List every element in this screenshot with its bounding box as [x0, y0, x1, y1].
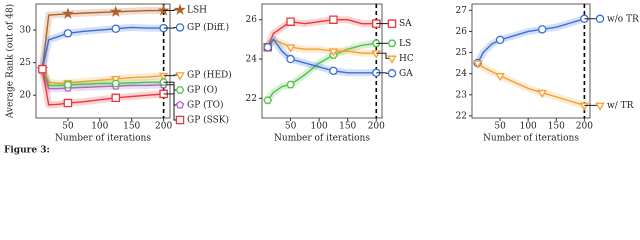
y-tick-label: 25: [456, 48, 468, 58]
plot-frame: [261, 3, 383, 119]
x-tick-label: 100: [91, 122, 108, 132]
point: [263, 42, 272, 52]
x-axis-label: Number of iterations: [274, 134, 370, 144]
point: [63, 98, 73, 108]
point: [537, 25, 547, 34]
point: [111, 79, 121, 88]
point: [472, 60, 483, 69]
legend-marker: [175, 100, 185, 109]
legend-marker: [595, 102, 605, 111]
y-tick-label: 24: [456, 69, 468, 79]
series-line: [41, 26, 164, 70]
legend-marker: [387, 39, 397, 48]
series-line: [41, 69, 164, 106]
y-tick-label: 26: [246, 15, 258, 25]
point: [537, 89, 548, 99]
legend-label: GP (TO): [187, 100, 224, 111]
x-tick-label: 50: [62, 122, 74, 132]
point: [63, 81, 73, 89]
legend-label: LSH: [187, 5, 207, 15]
legend-label: w/ TR: [607, 101, 634, 111]
point: [109, 5, 122, 17]
plot-frame: [35, 3, 171, 119]
legend-label: GP (Diff.): [187, 22, 229, 33]
x-tick-label: 150: [548, 122, 565, 132]
series-line: [267, 42, 377, 101]
x-tick-label: 100: [520, 122, 537, 132]
legend-marker: [175, 72, 185, 81]
point: [286, 80, 295, 89]
legend-label: SA: [399, 19, 412, 29]
legend-label: HC: [399, 54, 414, 64]
series-line: [477, 18, 585, 64]
point: [329, 66, 338, 76]
y-tick-label: 24: [246, 55, 258, 65]
series-line: [267, 38, 377, 54]
x-tick-label: 50: [494, 122, 506, 132]
y-tick-label: 22: [246, 94, 257, 104]
y-tick-label: 27: [456, 6, 468, 16]
legend-marker: [175, 115, 185, 125]
point: [286, 17, 295, 26]
point: [61, 7, 74, 19]
point: [263, 96, 273, 105]
x-tick-label: 150: [123, 122, 140, 132]
series-line: [267, 19, 377, 48]
y-tick-label: 30: [20, 26, 32, 36]
legend-marker: [175, 23, 185, 32]
legend-label: GA: [399, 69, 413, 79]
point: [38, 64, 47, 74]
legend-marker: [387, 55, 397, 64]
y-tick-label: 26: [456, 27, 468, 37]
point: [285, 44, 296, 53]
legend-label: GP (HED): [187, 70, 232, 81]
point: [286, 54, 295, 64]
legend-marker: [174, 3, 186, 15]
series-line: [477, 62, 585, 107]
point: [371, 50, 382, 59]
legend-label: GP (SSK): [187, 115, 229, 126]
series-line: [41, 68, 164, 90]
point: [495, 35, 505, 45]
point: [579, 102, 590, 111]
point: [111, 24, 121, 34]
legend-marker: [595, 14, 605, 24]
point: [111, 93, 121, 103]
x-tick-label: 200: [155, 122, 172, 132]
point: [158, 72, 169, 82]
y-tick-label: 25: [20, 58, 32, 68]
legend-marker: [387, 19, 397, 28]
figure: Figure 3: 20 25 30 50 100 150 200 Number of ite…: [4, 3, 639, 156]
y-axis-label: Average Rank (out of 48): [5, 4, 16, 119]
series-line: [41, 68, 164, 85]
legend-label: GP (O): [187, 85, 218, 96]
caption: Figure 3:: [4, 146, 50, 156]
point: [329, 15, 338, 24]
y-tick-label: 23: [456, 90, 468, 100]
series-line: [41, 9, 164, 70]
x-tick-label: 50: [285, 122, 297, 132]
legend-label: LS: [399, 39, 411, 49]
x-tick-label: 200: [576, 122, 593, 132]
point: [328, 48, 339, 57]
band: [38, 23, 164, 70]
plot-frame: [471, 3, 591, 119]
legend-marker: [175, 86, 185, 94]
series-line: [267, 38, 377, 74]
y-tick-label: 20: [20, 91, 32, 101]
y-tick-label: 22: [456, 111, 467, 121]
legend-label: w/o TR: [607, 14, 639, 24]
point: [63, 29, 73, 38]
x-tick-label: 100: [311, 122, 328, 132]
band: [475, 60, 586, 109]
x-tick-label: 150: [339, 122, 356, 132]
x-tick-label: 200: [368, 122, 385, 132]
x-axis-label: Number of iterations: [55, 134, 151, 144]
legend-marker: [387, 69, 397, 78]
x-axis-label: Number of iterations: [483, 134, 579, 144]
series-line: [41, 68, 164, 87]
point: [495, 73, 505, 82]
band: [474, 15, 586, 65]
band: [38, 7, 164, 70]
